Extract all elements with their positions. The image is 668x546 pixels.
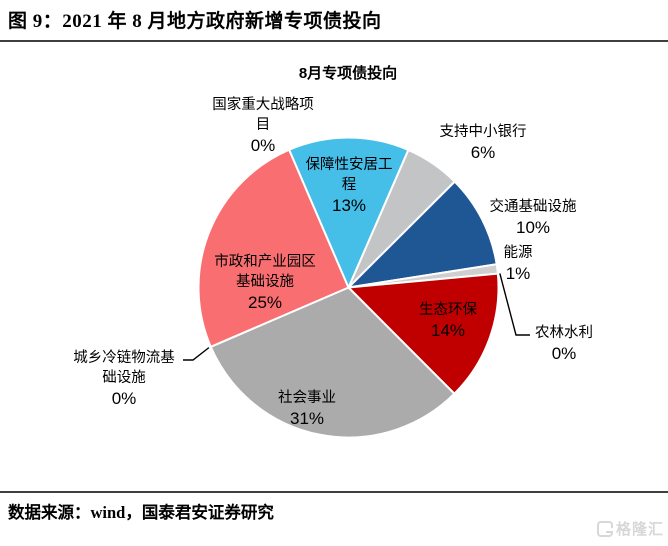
pie-label-social: 社会事业 31% bbox=[262, 388, 352, 429]
slice-pct: 31% bbox=[289, 409, 325, 428]
slice-pct: 6% bbox=[470, 143, 496, 162]
pie-slice-交通基础设施 bbox=[347, 180, 498, 289]
data-source: 数据来源：wind，国泰君安证券研究 bbox=[8, 503, 274, 522]
leader-line-cold-chain bbox=[183, 347, 210, 361]
pie-slice-生态环保 bbox=[347, 272, 500, 395]
slice-label: 交通基础设施 bbox=[489, 199, 577, 215]
figure-title: 图 9：2021 年 8 月地方政府新增专项债投向 bbox=[8, 11, 382, 32]
pie-label-municipal-park: 市政和产业园区基础设施 25% bbox=[209, 252, 321, 313]
pie-svg bbox=[183, 136, 530, 439]
gelonghui-logo: 格隆汇 bbox=[596, 518, 664, 539]
gelonghui-logo-text: 格隆汇 bbox=[615, 521, 664, 538]
leader-line-agriculture bbox=[499, 273, 530, 336]
pie-label-ecology: 生态环保 14% bbox=[403, 300, 493, 341]
slice-pct: 0% bbox=[250, 136, 276, 155]
footer-divider bbox=[0, 491, 668, 493]
slice-pct: 0% bbox=[111, 389, 137, 408]
slice-pct: 1% bbox=[505, 264, 531, 283]
chart-title: 8月专项债投向 bbox=[298, 65, 398, 82]
pie-label-energy: 能源 1% bbox=[483, 243, 553, 284]
pie-label-national-strategy: 国家重大战略项目 0% bbox=[208, 95, 318, 156]
pie-label-cold-chain: 城乡冷链物流基础设施 0% bbox=[68, 348, 180, 409]
pie-slice-市政和产业园区基础设施 bbox=[197, 148, 350, 348]
pie-label-small-banks: 支持中小银行 6% bbox=[428, 122, 538, 163]
pie-label-agriculture: 农林水利 0% bbox=[522, 323, 606, 364]
pie-label-transport: 交通基础设施 10% bbox=[478, 197, 588, 238]
pie-slice-社会事业 bbox=[209, 286, 456, 439]
slice-label: 农林水利 bbox=[535, 325, 593, 341]
pie-slice-保障性安居工程 bbox=[288, 136, 410, 289]
slice-label: 保障性安居工程 bbox=[305, 157, 393, 193]
slice-pct: 0% bbox=[551, 344, 577, 363]
pie-label-housing: 保障性安居工程 13% bbox=[301, 155, 397, 216]
slice-pct: 10% bbox=[515, 218, 551, 237]
slice-label: 市政和产业园区基础设施 bbox=[214, 254, 316, 290]
slice-pct: 14% bbox=[430, 321, 466, 340]
slice-label: 生态环保 bbox=[419, 302, 477, 318]
gelonghui-g-icon bbox=[596, 520, 614, 537]
slice-pct: 13% bbox=[331, 196, 367, 215]
slice-label: 城乡冷链物流基础设施 bbox=[73, 350, 175, 386]
slice-label: 社会事业 bbox=[278, 390, 336, 406]
slice-pct: 25% bbox=[247, 293, 283, 312]
title-divider bbox=[0, 40, 668, 42]
slice-label: 支持中小银行 bbox=[439, 124, 527, 140]
slice-label: 国家重大战略项目 bbox=[212, 97, 314, 133]
slice-label: 能源 bbox=[503, 245, 533, 261]
